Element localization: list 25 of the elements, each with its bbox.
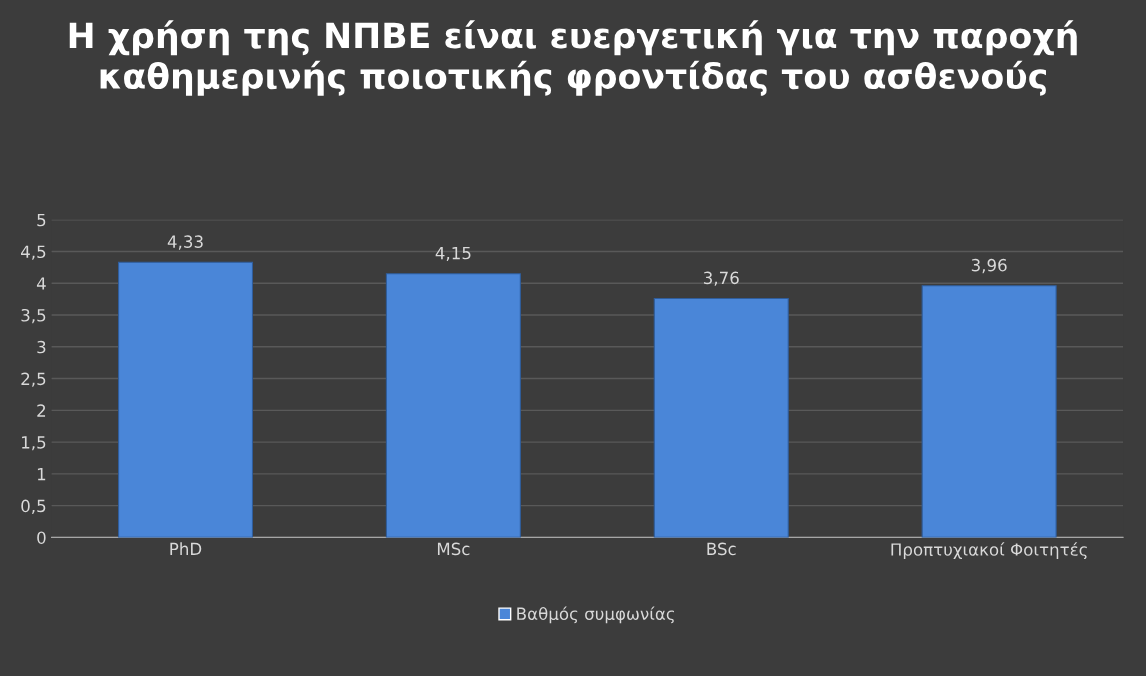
bar — [385, 273, 521, 538]
chart-title: Η χρήση της ΝΠΒΕ είναι ευεργετική για την παροχή καθημερινής ποιοτικής φροντίδας του ασθενούς — [69, 20, 1077, 96]
x-tick-label: PhD — [170, 542, 202, 555]
bar — [921, 285, 1057, 538]
y-tick-label: 0,5 — [21, 499, 46, 514]
x-tick-label: Προπτυχιακοί Φοιτητές — [891, 542, 1087, 560]
bar — [117, 261, 254, 538]
y-tick-label: 2 — [37, 404, 46, 417]
y-tick-label: 4,5 — [21, 245, 46, 260]
data-label: 3,96 — [971, 258, 1007, 274]
y-tick-label: 4 — [36, 277, 46, 290]
y-tick-label: 3,5 — [21, 308, 46, 324]
y-tick-label: 2,5 — [21, 372, 46, 387]
data-label: 4,33 — [167, 235, 203, 250]
data-label: 3,76 — [703, 271, 739, 286]
bar — [653, 297, 789, 538]
data-label: 4,15 — [435, 246, 471, 262]
y-tick-label: 5 — [37, 213, 46, 227]
x-tick-label: MSc — [437, 542, 470, 556]
legend-label: Βαθμός συμφωνίας — [517, 606, 674, 624]
y-tick-label: 0 — [37, 531, 46, 544]
x-tick-label: BSc — [707, 542, 736, 556]
y-tick-label: 1,5 — [22, 436, 46, 451]
y-tick-label: 1 — [37, 468, 46, 481]
y-tick-label: 3 — [37, 340, 46, 354]
